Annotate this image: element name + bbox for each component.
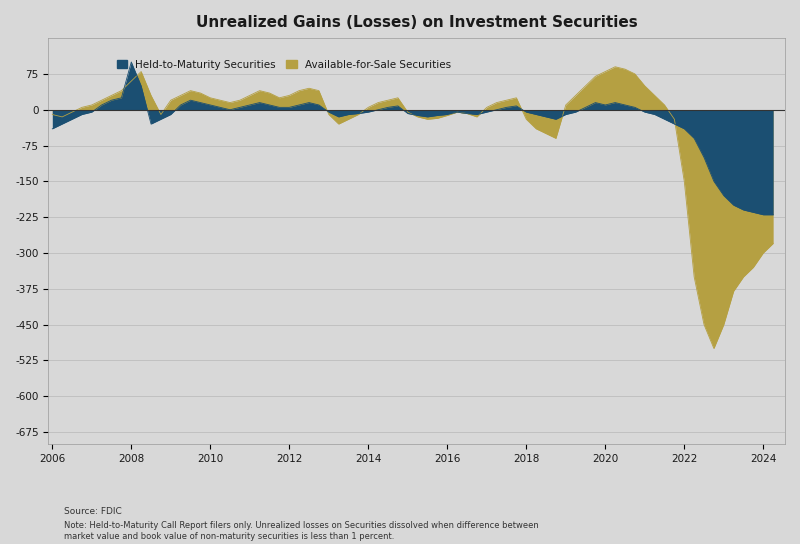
Text: Note: Held-to-Maturity Call Report filers only. Unrealized losses on Securities : Note: Held-to-Maturity Call Report filer…	[64, 521, 538, 541]
Text: Source: FDIC: Source: FDIC	[64, 507, 122, 516]
Title: Unrealized Gains (Losses) on Investment Securities: Unrealized Gains (Losses) on Investment …	[196, 15, 638, 30]
Legend: Held-to-Maturity Securities, Available-for-Sale Securities: Held-to-Maturity Securities, Available-f…	[113, 55, 455, 74]
